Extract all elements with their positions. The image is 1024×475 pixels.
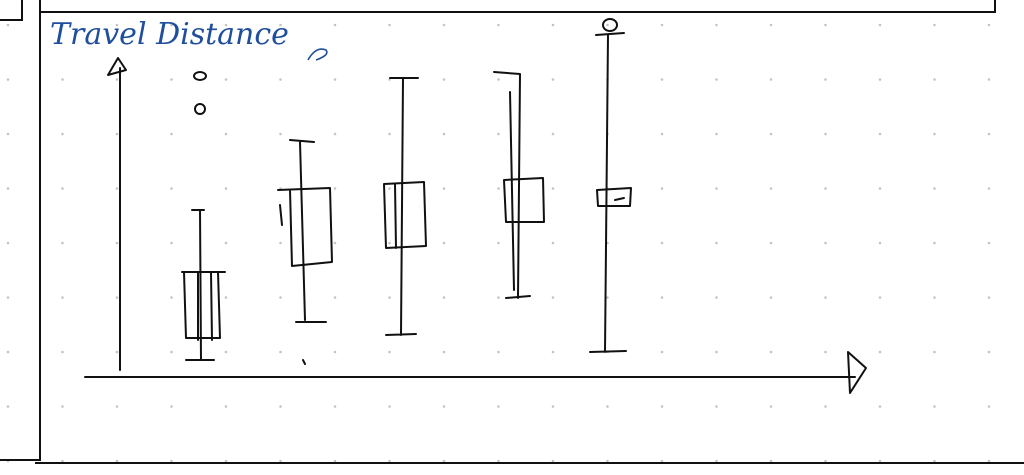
axes	[84, 57, 867, 394]
box-plot	[277, 139, 333, 365]
box-plot	[383, 77, 427, 336]
sketch-title: Travel Distance	[50, 17, 289, 52]
box-plot	[589, 18, 632, 353]
box-plot	[181, 71, 226, 361]
box-plot	[493, 71, 545, 299]
title-scribble	[307, 48, 328, 61]
frame	[0, 0, 1024, 464]
